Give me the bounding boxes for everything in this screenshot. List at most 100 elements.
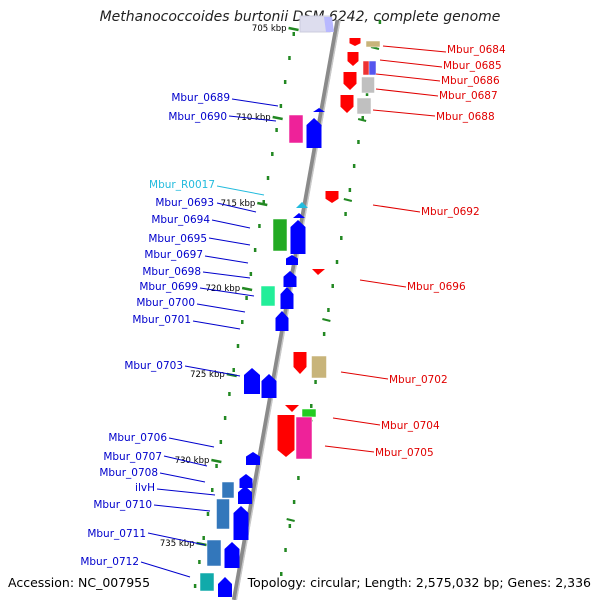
- scale-tick: [211, 458, 222, 464]
- outer-track-dash: [357, 118, 367, 122]
- leader-line: [379, 59, 443, 68]
- gene-arrow: [293, 213, 305, 218]
- gene-label-reverse: Mbur_0696: [407, 281, 466, 293]
- leader-line: [340, 371, 389, 380]
- outer-track-dot: [344, 212, 347, 216]
- inner-track-dot: [245, 296, 248, 300]
- gene-arrow: [325, 191, 339, 203]
- gene-box: [365, 40, 381, 48]
- inner-track-dot: [258, 224, 261, 228]
- outer-track-dash: [343, 198, 353, 202]
- scale-tick: [257, 201, 268, 207]
- leader-line: [208, 237, 251, 246]
- leader-line: [202, 271, 251, 279]
- leader-line: [359, 279, 407, 288]
- inner-track-dot: [236, 344, 240, 348]
- inner-track-dot: [206, 512, 210, 516]
- leader-line: [228, 115, 277, 122]
- gene-label-reverse: Mbur_0702: [389, 374, 448, 386]
- topology-text: Topology: circular; Length: 2,575,032 bp…: [247, 575, 591, 590]
- leader-line: [156, 488, 216, 496]
- gene-label-forward: Mbur_0689: [171, 92, 230, 104]
- gene-box: [362, 60, 370, 76]
- gene-label-forward: ilvH: [135, 482, 155, 494]
- leader-line: [159, 472, 206, 483]
- outer-track-dot: [331, 284, 334, 288]
- genome-backbone-highlight: [235, 19, 341, 600]
- scale-tick: [241, 286, 253, 292]
- outer-track-dot: [322, 332, 326, 336]
- outer-track-dot: [297, 476, 300, 480]
- gene-box: [206, 539, 222, 567]
- gene-box: [361, 76, 375, 94]
- inner-track-dot: [271, 152, 274, 156]
- gene-box: [356, 97, 372, 115]
- inner-track-dot: [253, 248, 257, 252]
- inner-track-dot: [279, 104, 283, 108]
- outer-track-dot: [348, 188, 352, 192]
- outer-track-dot: [335, 260, 339, 264]
- gene-arrow: [349, 38, 361, 46]
- scale-label: 705 kbp: [252, 24, 287, 34]
- inner-track-dot: [262, 200, 265, 204]
- gene-label-forward: Mbur_0701: [132, 314, 191, 326]
- gene-box: [272, 218, 288, 252]
- gene-label-forward: Mbur_0698: [142, 266, 201, 278]
- outer-track-dot: [314, 380, 317, 384]
- scale-label: 730 kbp: [175, 456, 210, 466]
- gene-box: [288, 114, 304, 144]
- leader-line: [163, 455, 208, 467]
- outer-track-dot: [352, 164, 356, 168]
- gene-label-forward: Mbur_0699: [139, 281, 198, 293]
- outer-track-dot: [365, 92, 369, 96]
- gene-label-forward: Mbur_0693: [155, 197, 214, 209]
- outer-track-dash: [286, 518, 295, 522]
- inner-track-dot: [193, 584, 197, 588]
- inner-track-dot: [283, 80, 287, 84]
- outer-track-dot: [288, 524, 292, 528]
- inner-track-dot: [292, 32, 295, 36]
- outer-track-dot: [340, 236, 343, 240]
- leader-line: [372, 204, 421, 213]
- gene-box: [301, 408, 317, 418]
- leader-line: [375, 73, 441, 82]
- gene-arrow: [277, 415, 295, 457]
- gene-arrow: [280, 287, 294, 309]
- scale-tick: [272, 115, 283, 121]
- inner-track-dot: [288, 56, 291, 60]
- gene-arrow: [312, 269, 325, 275]
- gene-arrow: [239, 474, 253, 488]
- gene-label-forward: Mbur_0697: [144, 249, 203, 261]
- gene-arrow: [244, 368, 260, 394]
- gene-label-reverse: Mbur_0692: [421, 206, 480, 218]
- scale-label: 720 kbp: [205, 284, 240, 294]
- gene-arrow: [306, 118, 322, 148]
- gene-label-reverse: Mbur_0684: [447, 44, 506, 56]
- leader-line: [231, 98, 279, 107]
- scale-label: 725 kbp: [190, 370, 225, 380]
- outer-track-dot: [378, 20, 382, 24]
- inner-track-dot: [215, 464, 218, 468]
- inner-track-dot: [228, 392, 231, 396]
- gene-arrow: [340, 95, 354, 113]
- gene-arrow: [224, 542, 240, 568]
- gene-arrow: [233, 506, 249, 540]
- outer-track-dash: [322, 318, 331, 322]
- gene-arrow: [238, 486, 252, 504]
- gene-label-forward: Mbur_0708: [99, 467, 158, 479]
- outer-track-dash: [370, 46, 380, 50]
- gene-label-forward: Mbur_0703: [124, 360, 183, 372]
- outer-track-dot: [310, 404, 313, 408]
- gene-label-reverse: Mbur_0685: [443, 60, 502, 72]
- outer-track-dot: [280, 572, 283, 576]
- outer-track-dot: [292, 500, 296, 504]
- gene-box: [295, 416, 313, 460]
- leader-line: [204, 255, 249, 264]
- leader-line: [375, 88, 439, 97]
- leader-line: [196, 303, 246, 313]
- gene-label-reverse: Mbur_0705: [375, 447, 434, 459]
- gene-arrow: [296, 202, 308, 208]
- accession-text: Accession: NC_007955: [8, 575, 151, 590]
- leader-line: [382, 45, 447, 53]
- scale-label: 715 kbp: [221, 199, 256, 209]
